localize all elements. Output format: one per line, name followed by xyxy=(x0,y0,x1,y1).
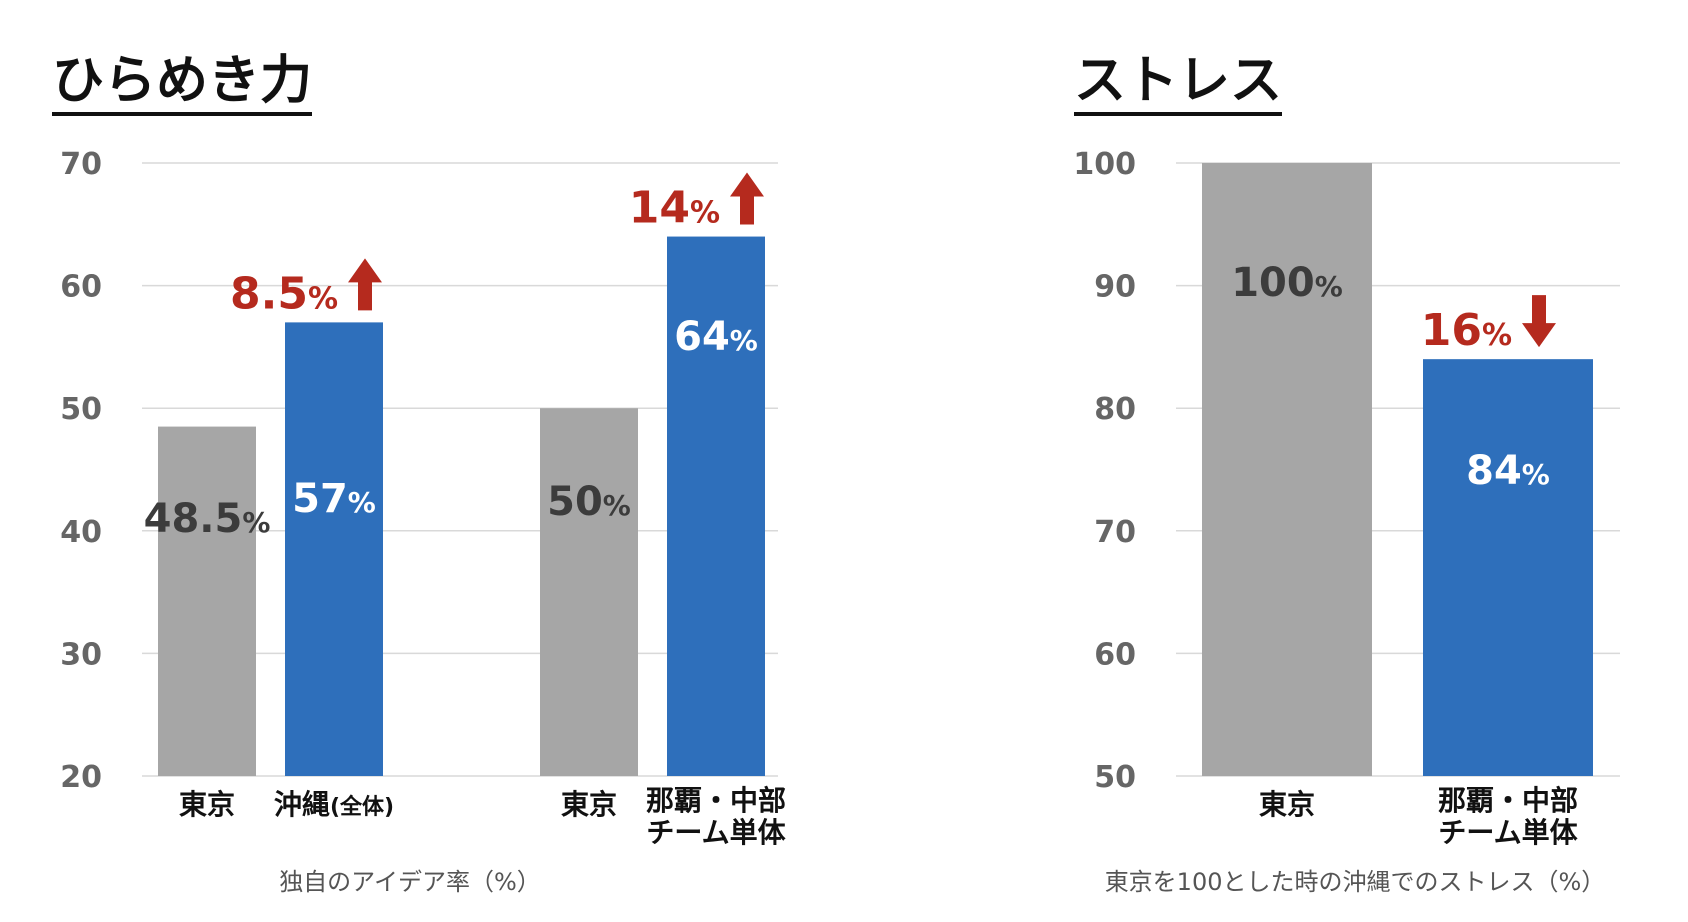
delta-label: 8.5% xyxy=(230,268,338,319)
category-label: 東京 xyxy=(1259,788,1315,821)
arrow-up-icon xyxy=(348,258,382,311)
chart-title-right: ストレス xyxy=(1074,52,1283,116)
arrow-up-icon xyxy=(730,172,764,225)
delta-label: 14% xyxy=(629,183,720,234)
y-tick-label: 50 xyxy=(60,392,102,427)
bar xyxy=(1202,163,1372,776)
bar-value-label: 84% xyxy=(1466,448,1550,494)
chart-title-left: ひらめき力 xyxy=(52,52,313,116)
bar xyxy=(540,408,638,776)
category-label: チーム単体 xyxy=(646,816,786,849)
bar-value-label: 57% xyxy=(292,476,376,522)
category-label: 那覇・中部 xyxy=(646,784,786,817)
category-label: チーム単体 xyxy=(1438,816,1578,849)
bar xyxy=(285,322,383,776)
category-label: 沖縄(全体) xyxy=(274,788,394,821)
category-label: 東京 xyxy=(561,788,617,821)
bar-value-label: 64% xyxy=(674,314,758,360)
y-tick-label: 70 xyxy=(1094,515,1136,550)
y-tick-label: 50 xyxy=(1094,760,1136,795)
bar-value-label: 100% xyxy=(1231,260,1343,306)
delta-label: 16% xyxy=(1421,305,1512,356)
bar xyxy=(667,236,765,776)
y-tick-label: 80 xyxy=(1094,392,1136,427)
category-label: 東京 xyxy=(179,788,235,821)
y-tick-label: 20 xyxy=(60,760,102,795)
y-tick-label: 40 xyxy=(60,515,102,550)
bar-value-label: 50% xyxy=(547,479,631,525)
bar-value-label: 48.5% xyxy=(144,496,271,542)
y-tick-label: 90 xyxy=(1094,270,1136,305)
bar xyxy=(1423,359,1593,776)
y-tick-label: 30 xyxy=(60,637,102,672)
y-tick-label: 60 xyxy=(1094,637,1136,672)
y-tick-label: 100 xyxy=(1073,147,1136,182)
y-tick-label: 70 xyxy=(60,147,102,182)
arrow-down-icon xyxy=(1522,295,1556,348)
x-axis-caption-left: 独自のアイデア率（%） xyxy=(279,868,541,896)
bar xyxy=(158,426,256,776)
y-tick-label: 60 xyxy=(60,270,102,305)
x-axis-caption-right: 東京を100とした時の沖縄でのストレス（%） xyxy=(1104,868,1606,896)
chart-0: 20 30 40 50 60 70 48.5% 東京 57% 8.5% 沖縄(全体) 50% 東京 64%… xyxy=(60,147,786,849)
category-label: 那覇・中部 xyxy=(1438,784,1578,817)
